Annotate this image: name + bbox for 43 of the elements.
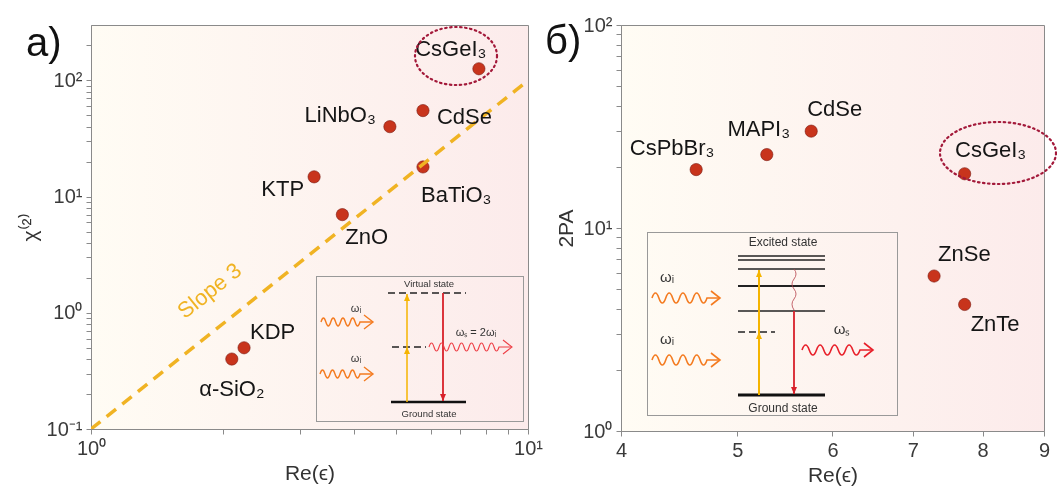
annotation: ωₛ = 2ωᵢ — [455, 326, 497, 338]
x-axis-title: Re(ϵ) — [807, 462, 859, 486]
annotation: ZnSe — [938, 241, 991, 267]
annotation: KTP — [261, 175, 305, 201]
annotation: CdSe — [436, 103, 493, 129]
y-axis-title: 2PA — [554, 209, 578, 248]
annotation: ωₛ — [833, 320, 851, 337]
annotation: CsGeI₃ — [415, 35, 487, 61]
annotation: Ground state — [401, 408, 457, 419]
annotation: ωᵢ — [659, 268, 675, 285]
x-tick-label: 7 — [907, 438, 919, 461]
annotation: ωᵢ — [350, 352, 362, 364]
y-tick-label: 10⁰ — [53, 301, 83, 324]
annotation: ωᵢ — [350, 302, 362, 314]
annotation: Excited state — [748, 235, 818, 249]
annotation: CdSe — [807, 96, 863, 122]
annotation: KDP — [250, 318, 296, 344]
x-tick-label: 10¹ — [514, 436, 544, 459]
x-tick-label: 6 — [827, 438, 839, 461]
annotation: α-SiO₂ — [199, 376, 265, 402]
x-axis-title: Re(ϵ) — [284, 460, 336, 484]
chart-title: б) — [545, 18, 582, 62]
chart-title: a) — [26, 20, 62, 64]
x-tick-label: 9 — [1038, 438, 1051, 461]
y-tick-label: 10¹ — [583, 216, 613, 239]
annotation: Ground state — [748, 401, 819, 415]
y-tick-label: 10² — [583, 13, 613, 36]
y-tick-label: 10⁰ — [583, 419, 613, 442]
annotation: CsPbBr₃ — [629, 134, 715, 160]
annotation: Virtual state — [404, 278, 454, 289]
annotation: BaTiO₃ — [420, 181, 492, 207]
x-tick-label: 8 — [977, 438, 989, 461]
y-axis-title: χ⁽²⁾ — [16, 213, 41, 242]
annotation: CsGeI₃ — [955, 136, 1027, 162]
annotation: ωᵢ — [659, 330, 675, 347]
annotation: ZnO — [345, 223, 389, 249]
x-tick-label: 4 — [615, 438, 628, 461]
x-tick-label: 5 — [732, 438, 744, 461]
annotation: ZnTe — [970, 311, 1020, 337]
y-tick-label: 10² — [53, 68, 83, 91]
annotation: MAPI₃ — [727, 115, 791, 141]
annotation: LiNbO₃ — [304, 101, 376, 127]
y-tick-label: 10¹ — [53, 185, 83, 208]
